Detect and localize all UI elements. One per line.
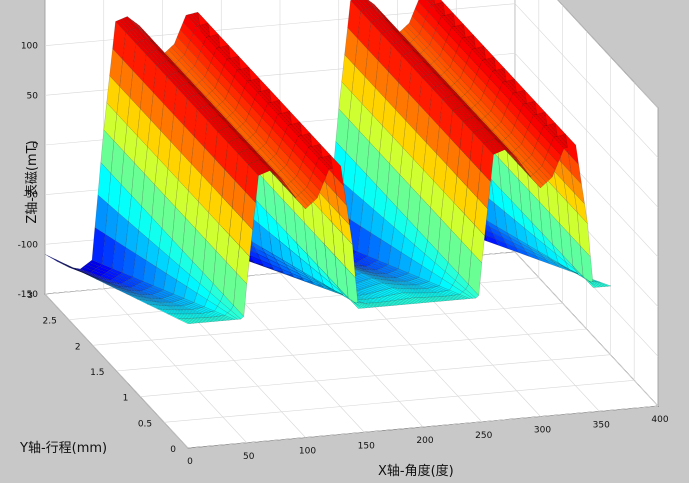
x-tick-label: 150 bbox=[358, 441, 375, 451]
z-tick-label: 0 bbox=[32, 141, 38, 151]
grid-line bbox=[164, 380, 635, 423]
tick-labels: 0 50 100 150 200 250 300 350 400 0 0.5 1 1.5 2 2.5 3 150… bbox=[18, 0, 669, 467]
y-tick-label: 1.5 bbox=[90, 368, 104, 378]
x-tick-label: 300 bbox=[534, 426, 551, 436]
y-tick-label: 2.5 bbox=[43, 317, 57, 327]
grid-line bbox=[187, 405, 659, 449]
x-tick-label: 350 bbox=[593, 420, 610, 430]
y-tick-label: 1 bbox=[123, 394, 129, 404]
grid-line bbox=[514, 53, 659, 208]
x-tick-label: 400 bbox=[651, 415, 668, 425]
grid-line bbox=[514, 251, 659, 407]
surface-patch bbox=[597, 281, 612, 287]
z-tick-label: 50 bbox=[27, 91, 39, 101]
y-tick-label: 2 bbox=[75, 342, 81, 352]
x-tick-label: 250 bbox=[475, 431, 492, 441]
x-tick-label: 0 bbox=[187, 457, 193, 467]
z-tick-label: 150 bbox=[21, 0, 38, 2]
y-axis-label: Y轴-行程(mm) bbox=[19, 441, 107, 456]
z-tick-label: -150 bbox=[18, 290, 39, 300]
grid-line bbox=[557, 0, 659, 109]
grid-line bbox=[514, 3, 659, 158]
grid-line bbox=[140, 354, 611, 397]
grid-line bbox=[116, 328, 587, 372]
y-tick-label: 0 bbox=[170, 445, 176, 455]
x-tick-label: 200 bbox=[416, 436, 433, 446]
x-tick-label: 50 bbox=[243, 452, 255, 462]
z-tick-label: -50 bbox=[23, 191, 38, 201]
z-axis-label: Z轴-表磁(mT) bbox=[25, 140, 40, 223]
z-tick-label: 100 bbox=[21, 42, 38, 52]
z-tick-label: -100 bbox=[18, 240, 39, 250]
x-tick-label: 100 bbox=[299, 447, 316, 457]
y-tick-label: 0.5 bbox=[138, 419, 152, 429]
grid-line bbox=[92, 303, 563, 346]
y-tick-label: 3 bbox=[27, 291, 33, 301]
x-axis-label: X轴-角度(度) bbox=[378, 463, 454, 479]
surface-mesh bbox=[44, 0, 612, 324]
